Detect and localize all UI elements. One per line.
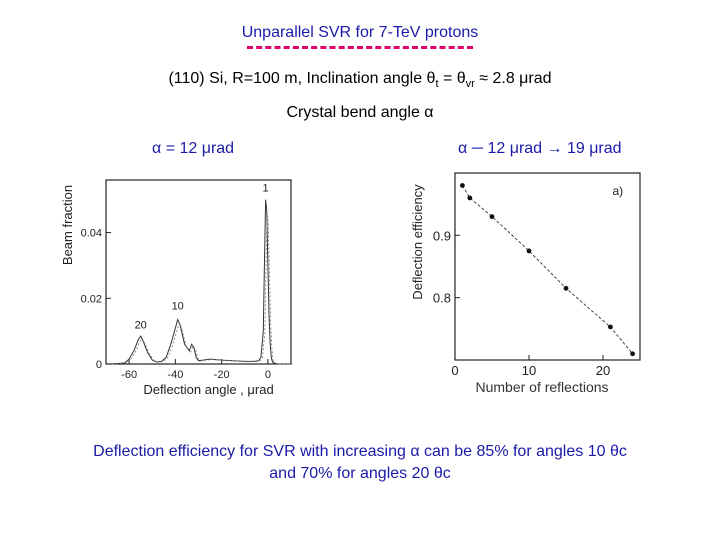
caption-line-2: and 70% for angles 20 θc bbox=[269, 465, 451, 482]
left-series-line bbox=[110, 199, 291, 365]
slide-title: Unparallel SVR for 7-TeV protons bbox=[241, 24, 479, 41]
right-annotation-0: a) bbox=[612, 184, 623, 198]
right-y-axis-label: Deflection efficiency bbox=[410, 184, 425, 300]
right-plot-frame bbox=[454, 172, 641, 361]
right-y-tick-label-1: 0.9 bbox=[433, 228, 451, 243]
right-data-point-1 bbox=[467, 195, 473, 201]
right-data-point-4 bbox=[563, 285, 569, 291]
left-annotation-1: 10 bbox=[172, 300, 184, 312]
right-x-axis-label: Number of reflections bbox=[475, 379, 608, 395]
subtitle-end: ≈ 2.8 μrad bbox=[474, 70, 552, 87]
right-trend-line bbox=[462, 185, 633, 355]
right-x-tick-label-1: 10 bbox=[522, 363, 536, 378]
right-x-tick-label-0: 0 bbox=[451, 363, 458, 378]
right-data-point-2 bbox=[489, 214, 495, 220]
left-y-tick-label-1: 0.02 bbox=[81, 293, 102, 305]
left-y-tick-label-2: 0.04 bbox=[81, 228, 102, 240]
caption-line-1: Deflection efficiency for SVR with incre… bbox=[93, 443, 627, 460]
right-data-point-0 bbox=[460, 183, 465, 188]
left-annotation-2: 1 bbox=[263, 183, 269, 195]
caption: Deflection efficiency for SVR with incre… bbox=[40, 441, 680, 485]
left-x-axis-label: Deflection angle , μrad bbox=[143, 382, 273, 397]
subtitle-sub-vr: vr bbox=[465, 78, 475, 91]
left-x-tick-label-1: -40 bbox=[167, 369, 183, 381]
alpha-right-label: α ─ 12 μrad → 19 μrad bbox=[458, 140, 622, 157]
left-y-axis-label: Beam fraction bbox=[60, 185, 75, 265]
right-data-point-5 bbox=[608, 324, 613, 330]
left-x-tick-label-2: -20 bbox=[214, 369, 230, 381]
right-y-tick-label-0: 0.8 bbox=[433, 291, 451, 306]
subtitle-mid: = θ bbox=[438, 70, 466, 87]
right-data-point-3 bbox=[526, 248, 532, 254]
alpha-left-label: α = 12 μrad bbox=[152, 140, 235, 157]
left-plot-frame bbox=[105, 179, 292, 365]
title-underline bbox=[247, 46, 473, 49]
bend-angle-label: Crystal bend angle α bbox=[286, 104, 434, 121]
left-annotation-0: 20 bbox=[135, 320, 147, 332]
right-x-tick-label-2: 20 bbox=[596, 363, 610, 378]
subtitle-sub-t: t bbox=[435, 78, 439, 91]
right-data-point-6 bbox=[630, 351, 635, 357]
subtitle-main: (110) Si, R=100 m, Inclination angle θ bbox=[168, 70, 436, 87]
left-x-tick-label-3: 0 bbox=[265, 369, 271, 381]
left-y-tick-label-0: 0 bbox=[96, 359, 102, 371]
subtitle: (110) Si, R=100 m, Inclination angle θt … bbox=[0, 70, 720, 90]
left-x-tick-label-0: -60 bbox=[121, 369, 137, 381]
